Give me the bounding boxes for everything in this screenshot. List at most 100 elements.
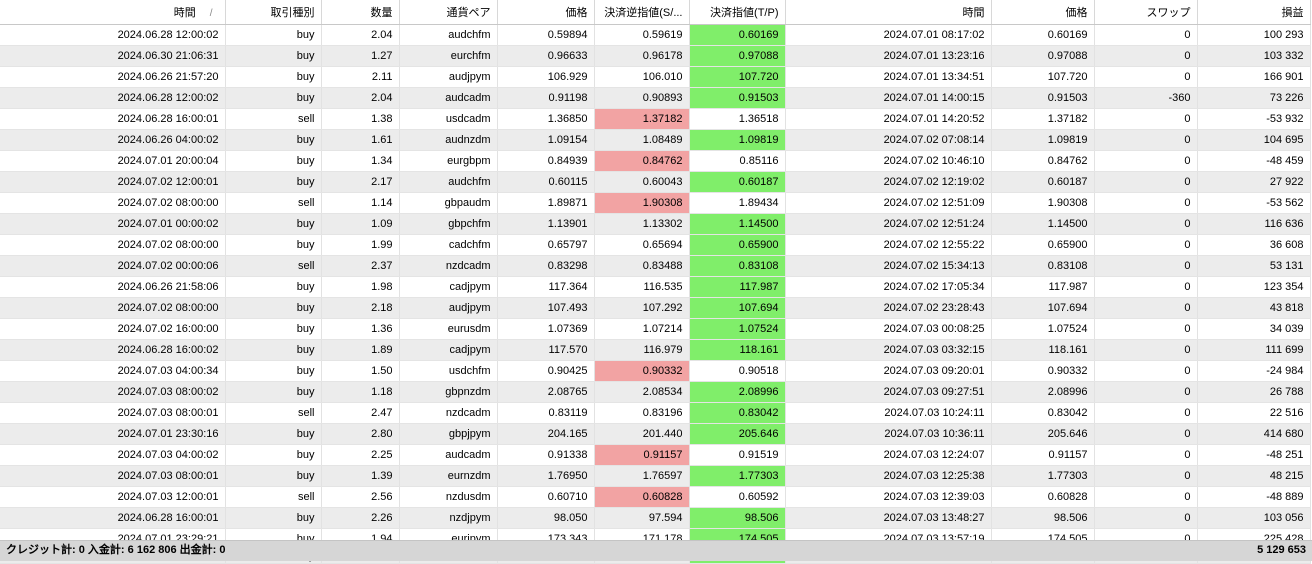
cell-profit: -48 251	[1197, 444, 1311, 466]
column-header-swap[interactable]: スワップ	[1094, 0, 1198, 25]
cell-volume: 1.39	[321, 465, 400, 487]
table-row[interactable]: 2024.07.03 04:00:02 buy 2.25 audcadm 0.91338…	[0, 444, 1311, 466]
cell-tp: 1.07524	[689, 318, 786, 340]
cell-time-open: 2024.06.26 21:57:20	[0, 66, 226, 88]
table-row[interactable]: 2024.07.02 12:00:01 buy 2.17 audchfm 0.60115…	[0, 171, 1311, 193]
cell-symbol: gbpjpym	[399, 423, 498, 445]
table-row[interactable]: 2024.07.03 08:00:02 buy 1.18 gbpnzdm 2.08765…	[0, 381, 1311, 403]
table-row[interactable]: 2024.07.03 08:00:01 buy 1.39 eurnzdm 1.76950…	[0, 465, 1311, 487]
cell-time-open: 2024.07.03 04:00:34	[0, 360, 226, 382]
table-row[interactable]: 2024.06.28 16:00:01 sell 1.38 usdcadm 1.3685…	[0, 108, 1311, 130]
cell-sl: 1.37182	[594, 108, 690, 130]
table-row[interactable]: 2024.07.02 08:00:00 buy 2.18 audjpym 107.493…	[0, 297, 1311, 319]
cell-price-open: 117.364	[497, 276, 595, 298]
cell-tp: 0.83108	[689, 255, 786, 277]
table-row[interactable]: 2024.07.02 08:00:00 sell 1.14 gbpaudm 1.8987…	[0, 192, 1311, 214]
cell-price-close: 117.987	[991, 276, 1095, 298]
cell-tp: 2.08996	[689, 381, 786, 403]
table-row[interactable]: 2024.06.26 21:57:20 buy 2.11 audjpym 106.929…	[0, 66, 1311, 88]
cell-price-open: 1.07369	[497, 318, 595, 340]
cell-time-close: 2024.07.02 17:05:34	[785, 276, 992, 298]
cell-symbol: cadchfm	[399, 234, 498, 256]
table-row[interactable]: 2024.07.02 16:00:00 buy 1.36 eurusdm 1.07369…	[0, 318, 1311, 340]
column-header-time-close[interactable]: 時間	[785, 0, 992, 25]
column-header-time-open[interactable]: 時間 /	[0, 0, 226, 25]
cell-swap: 0	[1094, 339, 1198, 361]
cell-symbol: audchfm	[399, 24, 498, 46]
cell-time-open: 2024.06.28 16:00:01	[0, 507, 226, 529]
table-row[interactable]: 2024.07.01 20:00:04 buy 1.34 eurgbpm 0.84939…	[0, 150, 1311, 172]
cell-price-open: 204.165	[497, 423, 595, 445]
cell-time-open: 2024.07.02 08:00:00	[0, 297, 226, 319]
cell-time-open: 2024.07.03 08:00:01	[0, 402, 226, 424]
table-row[interactable]: 2024.07.01 23:30:16 buy 2.80 gbpjpym 204.165…	[0, 423, 1311, 445]
cell-type: sell	[225, 402, 322, 424]
cell-price-close: 0.91503	[991, 87, 1095, 109]
table-row[interactable]: 2024.07.03 12:00:01 sell 2.56 nzdusdm 0.6071…	[0, 486, 1311, 508]
cell-price-close: 0.90332	[991, 360, 1095, 382]
cell-profit: 116 636	[1197, 213, 1311, 235]
cell-price-close: 0.60187	[991, 171, 1095, 193]
cell-symbol: cadjpym	[399, 276, 498, 298]
cell-volume: 1.09	[321, 213, 400, 235]
cell-price-open: 0.90425	[497, 360, 595, 382]
column-header-type[interactable]: 取引種別	[225, 0, 322, 25]
table-row[interactable]: 2024.06.28 12:00:02 buy 2.04 audchfm 0.59894…	[0, 24, 1311, 46]
column-header-sl[interactable]: 決済逆指値(S/...	[594, 0, 690, 25]
cell-time-open: 2024.07.01 23:30:16	[0, 423, 226, 445]
cell-swap: 0	[1094, 171, 1198, 193]
cell-volume: 1.14	[321, 192, 400, 214]
cell-price-open: 98.050	[497, 507, 595, 529]
cell-tp: 98.506	[689, 507, 786, 529]
table-row[interactable]: 2024.07.02 00:00:06 sell 2.37 nzdcadm 0.8329…	[0, 255, 1311, 277]
cell-swap: 0	[1094, 297, 1198, 319]
cell-symbol: eurchfm	[399, 45, 498, 67]
cell-sl: 1.13302	[594, 213, 690, 235]
cell-time-close: 2024.07.03 10:36:11	[785, 423, 992, 445]
table-row[interactable]: 2024.07.03 08:00:01 sell 2.47 nzdcadm 0.8311…	[0, 402, 1311, 424]
table-row[interactable]: 2024.06.26 21:58:06 buy 1.98 cadjpym 117.364…	[0, 276, 1311, 298]
cell-time-open: 2024.07.01 20:00:04	[0, 150, 226, 172]
cell-price-close: 0.83108	[991, 255, 1095, 277]
column-header-price-open[interactable]: 価格	[497, 0, 595, 25]
cell-sl: 0.91157	[594, 444, 690, 466]
cell-type: buy	[225, 276, 322, 298]
cell-profit: 43 818	[1197, 297, 1311, 319]
cell-symbol: audchfm	[399, 171, 498, 193]
cell-sl: 201.440	[594, 423, 690, 445]
cell-profit: -53 562	[1197, 192, 1311, 214]
column-header-profit[interactable]: 損益	[1197, 0, 1311, 25]
column-label: 時間	[173, 7, 196, 19]
cell-time-open: 2024.07.02 08:00:00	[0, 192, 226, 214]
cell-type: buy	[225, 318, 322, 340]
column-header-symbol[interactable]: 通貨ペア	[399, 0, 498, 25]
cell-price-open: 1.36850	[497, 108, 595, 130]
column-header-tp[interactable]: 決済指値(T/P)	[689, 0, 786, 25]
table-row[interactable]: 2024.07.02 08:00:00 buy 1.99 cadchfm 0.65797…	[0, 234, 1311, 256]
cell-time-open: 2024.06.28 16:00:02	[0, 339, 226, 361]
cell-swap: 0	[1094, 150, 1198, 172]
cell-sl: 107.292	[594, 297, 690, 319]
table-row[interactable]: 2024.06.28 16:00:01 buy 2.26 nzdjpym 98.050 9…	[0, 507, 1311, 529]
cell-time-close: 2024.07.03 09:27:51	[785, 381, 992, 403]
cell-profit: 26 788	[1197, 381, 1311, 403]
column-header-volume[interactable]: 数量	[321, 0, 400, 25]
cell-price-close: 1.07524	[991, 318, 1095, 340]
column-header-price-close[interactable]: 価格	[991, 0, 1095, 25]
cell-time-close: 2024.07.03 12:39:03	[785, 486, 992, 508]
cell-time-close: 2024.07.02 23:28:43	[785, 297, 992, 319]
header-row: 時間 / 取引種別 数量 通貨ペア 価格 決済逆指値(S/... 決済指値(T/P…	[0, 0, 1311, 25]
table-row[interactable]: 2024.06.28 12:00:02 buy 2.04 audcadm 0.91198…	[0, 87, 1311, 109]
table-row[interactable]: 2024.06.28 16:00:02 buy 1.89 cadjpym 117.570…	[0, 339, 1311, 361]
cell-swap: 0	[1094, 129, 1198, 151]
table-row[interactable]: 2024.06.26 04:00:02 buy 1.61 audnzdm 1.09154…	[0, 129, 1311, 151]
table-row[interactable]: 2024.07.03 04:00:34 buy 1.50 usdchfm 0.90425…	[0, 360, 1311, 382]
cell-symbol: audnzdm	[399, 129, 498, 151]
table-row[interactable]: 2024.07.01 00:00:02 buy 1.09 gbpchfm 1.13901…	[0, 213, 1311, 235]
cell-volume: 1.34	[321, 150, 400, 172]
cell-tp: 0.65900	[689, 234, 786, 256]
cell-tp: 205.646	[689, 423, 786, 445]
cell-time-close: 2024.07.03 10:24:11	[785, 402, 992, 424]
table-row[interactable]: 2024.06.30 21:06:31 buy 1.27 eurchfm 0.96633…	[0, 45, 1311, 67]
cell-sl: 0.84762	[594, 150, 690, 172]
